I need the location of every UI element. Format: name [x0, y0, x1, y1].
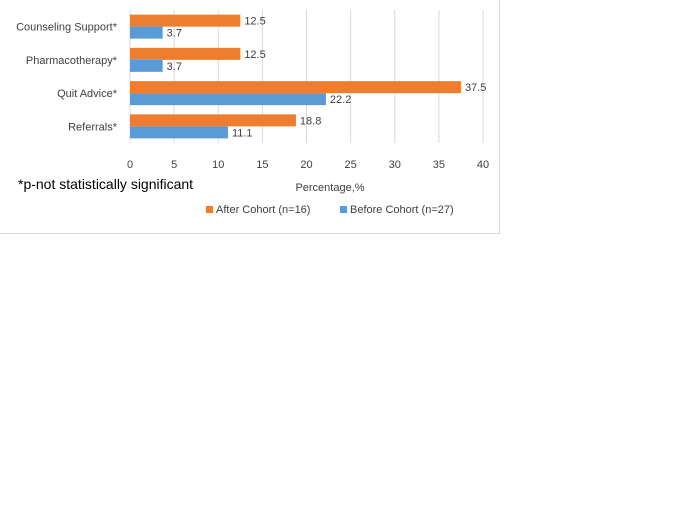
- x-tick-label: 30: [389, 159, 401, 171]
- data-label: 3.7: [167, 28, 182, 40]
- data-label: 12.5: [244, 16, 265, 28]
- bar-before: [130, 93, 326, 106]
- data-label: 11.1: [232, 127, 253, 139]
- bar-chart: 0 5 10 15 20 25 30 35 40 12.5 3.7 Counseling Suppor…: [16, 10, 489, 216]
- bar-after: [130, 114, 296, 127]
- x-tick-label: 20: [300, 159, 312, 171]
- footnote: *p-not statistically significant: [18, 176, 194, 192]
- x-tick-label: 5: [171, 159, 177, 171]
- x-tick-label: 25: [345, 159, 357, 171]
- x-tick-label: 40: [477, 159, 489, 171]
- data-label: 22.2: [330, 94, 351, 106]
- category-label: Pharmacotherapy*: [26, 55, 118, 67]
- x-tick-label: 10: [212, 159, 224, 171]
- bar-before: [130, 59, 163, 72]
- x-tick-label: 15: [256, 159, 268, 171]
- legend-swatch: [340, 206, 347, 213]
- legend-label: After Cohort (n=16): [216, 204, 310, 216]
- data-label: 3.7: [167, 61, 182, 73]
- x-tick-label: 0: [127, 159, 133, 171]
- chart-frame: 0 5 10 15 20 25 30 35 40 12.5 3.7 Counseling Suppor…: [0, 0, 500, 234]
- data-label: 37.5: [465, 82, 486, 94]
- bar-after: [130, 14, 241, 27]
- bar-after: [130, 47, 241, 60]
- bar-before: [130, 126, 228, 139]
- legend-label: Before Cohort (n=27): [350, 204, 454, 216]
- bar-before: [130, 26, 163, 39]
- legend-swatch: [206, 206, 213, 213]
- bar-after: [130, 81, 461, 94]
- data-label: 18.8: [300, 115, 321, 127]
- category-label: Referrals*: [68, 121, 118, 133]
- x-axis-title: Percentage,%: [295, 182, 364, 194]
- category-label: Counseling Support*: [16, 22, 118, 34]
- category-label: Quit Advice*: [57, 88, 118, 100]
- data-label: 12.5: [244, 49, 265, 61]
- x-tick-label: 35: [433, 159, 445, 171]
